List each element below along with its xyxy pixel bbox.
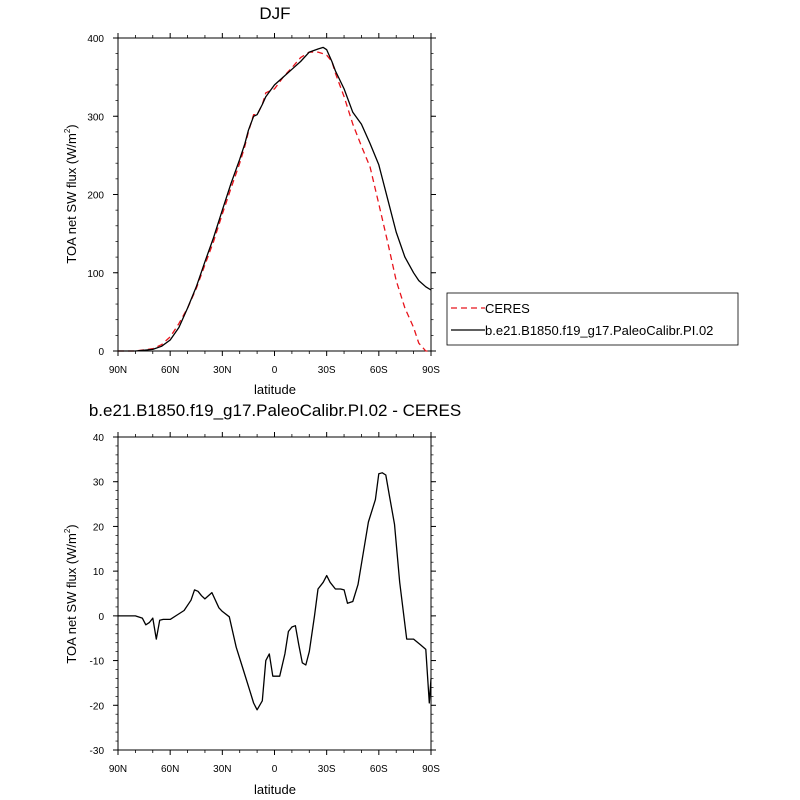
- top-x-tick-label: 30N: [213, 365, 231, 376]
- bottom-x-tick-label: 0: [272, 764, 278, 775]
- top-x-tick-label: 30S: [318, 365, 336, 376]
- bottom-y-tick-label: -10: [90, 657, 105, 668]
- legend-model-label: b.e21.B1850.f19_g17.PaleoCalibr.PI.02: [485, 323, 713, 338]
- bottom-x-tick-label: 60N: [161, 764, 179, 775]
- bottom-plot-frame: [117, 436, 432, 751]
- bottom-y-tick-label: 30: [93, 478, 105, 489]
- bottom-panel: b.e21.B1850.f19_g17.PaleoCalibr.PI.02 - …: [63, 401, 461, 797]
- bottom-x-tick-label: 30N: [213, 764, 231, 775]
- top-y-tick-label: 100: [87, 269, 104, 280]
- top-x-tick-label: 60S: [370, 365, 388, 376]
- top-series-1-line: [118, 46, 432, 352]
- legend: CERES b.e21.B1850.f19_g17.PaleoCalibr.PI…: [446, 292, 739, 346]
- legend-box: [446, 292, 739, 346]
- top-panel: DJF 90N 60N 30N 0 30S 60S 90S 0 100 200 300 400 lat…: [63, 4, 440, 397]
- bottom-y-tick-label: 10: [93, 567, 105, 578]
- top-y-axis-label: TOA net SW flux (W/m2): [63, 124, 79, 263]
- legend-ceres-label: CERES: [485, 301, 530, 316]
- bottom-chart-title: b.e21.B1850.f19_g17.PaleoCalibr.PI.02 - …: [89, 401, 461, 420]
- top-y-tick-label: 300: [87, 112, 104, 123]
- bottom-series-0-line: [118, 472, 432, 711]
- bottom-y-tick-label: -20: [90, 701, 105, 712]
- bottom-y-tick-label: 20: [93, 522, 105, 533]
- top-x-tick-label: 90S: [422, 365, 440, 376]
- top-series-0-line: [118, 51, 431, 352]
- bottom-y-tick-label: 0: [98, 612, 104, 623]
- bottom-x-tick-label: 30S: [318, 764, 336, 775]
- top-x-tick-label: 60N: [161, 365, 179, 376]
- top-x-tick-label: 0: [272, 365, 278, 376]
- top-y-tick-label: 400: [87, 34, 104, 45]
- bottom-y-tick-label: 40: [93, 433, 105, 444]
- bottom-x-tick-label: 60S: [370, 764, 388, 775]
- top-y-tick-label: 200: [87, 191, 104, 202]
- bottom-x-tick-label: 90N: [109, 764, 127, 775]
- bottom-x-axis-label: latitude: [254, 782, 296, 797]
- top-y-tick-label: 0: [98, 347, 104, 358]
- bottom-x-tick-label: 90S: [422, 764, 440, 775]
- bottom-y-tick-label: -30: [90, 746, 105, 757]
- top-x-tick-label: 90N: [109, 365, 127, 376]
- bottom-y-axis-label: TOA net SW flux (W/m2): [63, 524, 79, 663]
- top-chart-title: DJF: [259, 4, 290, 23]
- top-x-axis-label: latitude: [254, 382, 296, 397]
